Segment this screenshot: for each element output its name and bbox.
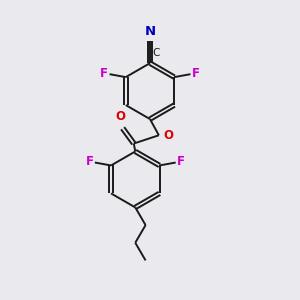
Text: O: O: [164, 129, 174, 142]
Text: F: F: [177, 155, 185, 168]
Text: F: F: [100, 67, 108, 80]
Text: F: F: [85, 155, 94, 168]
Text: N: N: [144, 25, 156, 38]
Text: C: C: [152, 48, 160, 58]
Text: O: O: [115, 110, 125, 123]
Text: F: F: [192, 67, 200, 80]
